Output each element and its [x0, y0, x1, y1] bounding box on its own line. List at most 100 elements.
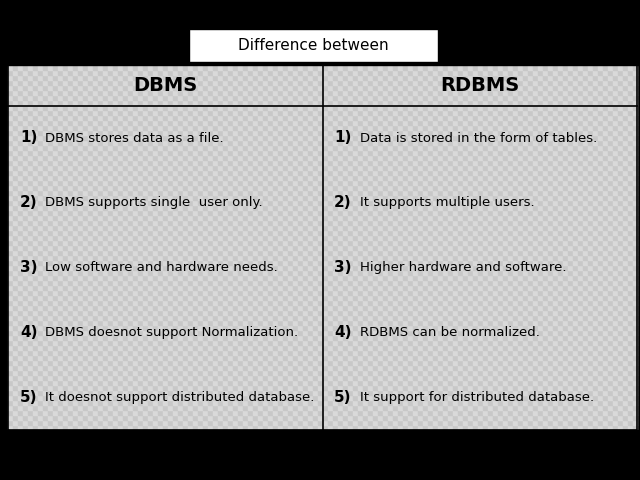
Bar: [74, 159, 78, 165]
Bar: [328, 80, 333, 84]
Bar: [228, 340, 234, 345]
Bar: [263, 399, 268, 405]
Bar: [78, 260, 83, 264]
Bar: [259, 159, 263, 165]
Bar: [353, 264, 358, 270]
Bar: [378, 355, 383, 360]
Bar: [293, 134, 298, 140]
Bar: [124, 225, 128, 229]
Bar: [108, 215, 113, 220]
Bar: [328, 194, 333, 200]
Bar: [183, 285, 188, 289]
Bar: [128, 74, 133, 80]
Bar: [23, 105, 28, 109]
Bar: [453, 155, 458, 159]
Bar: [183, 95, 188, 100]
Bar: [288, 295, 293, 300]
Bar: [158, 240, 163, 245]
Bar: [28, 360, 33, 365]
Bar: [453, 90, 458, 95]
Bar: [488, 215, 493, 220]
Bar: [238, 159, 243, 165]
Bar: [88, 275, 93, 279]
Bar: [278, 125, 284, 130]
Bar: [618, 384, 623, 390]
Bar: [604, 405, 609, 409]
Bar: [323, 285, 328, 289]
Bar: [448, 74, 453, 80]
Bar: [468, 65, 474, 70]
Bar: [563, 370, 568, 374]
Bar: [103, 289, 108, 295]
Bar: [243, 140, 248, 144]
Bar: [438, 109, 444, 115]
Bar: [499, 360, 503, 365]
Bar: [138, 95, 143, 100]
Bar: [138, 225, 143, 229]
Bar: [58, 240, 63, 245]
Bar: [23, 260, 28, 264]
Bar: [394, 74, 398, 80]
Bar: [364, 165, 369, 169]
Bar: [28, 235, 33, 240]
Bar: [433, 194, 438, 200]
Bar: [634, 425, 637, 430]
Bar: [524, 399, 529, 405]
Bar: [158, 310, 163, 314]
Bar: [474, 399, 478, 405]
Bar: [538, 240, 543, 245]
Bar: [243, 264, 248, 270]
Bar: [493, 289, 499, 295]
Bar: [8, 65, 13, 70]
Bar: [398, 320, 403, 324]
Bar: [373, 100, 378, 105]
Bar: [613, 204, 618, 210]
Bar: [284, 370, 288, 374]
Bar: [364, 314, 369, 320]
Bar: [394, 225, 398, 229]
Bar: [383, 310, 388, 314]
Bar: [513, 159, 518, 165]
Bar: [143, 120, 148, 125]
Bar: [453, 134, 458, 140]
Bar: [263, 225, 268, 229]
Bar: [218, 134, 223, 140]
Bar: [314, 330, 318, 335]
Bar: [548, 125, 554, 130]
Bar: [78, 194, 83, 200]
Bar: [378, 150, 383, 155]
Bar: [398, 370, 403, 374]
Bar: [78, 165, 83, 169]
Bar: [474, 370, 478, 374]
Bar: [263, 370, 268, 374]
Bar: [124, 190, 128, 194]
Bar: [398, 260, 403, 264]
Bar: [238, 200, 243, 204]
Bar: [163, 159, 168, 165]
Bar: [543, 245, 548, 250]
Bar: [413, 159, 419, 165]
Bar: [288, 210, 293, 215]
Bar: [499, 175, 503, 180]
Bar: [508, 270, 513, 275]
Bar: [188, 250, 193, 254]
Bar: [598, 74, 604, 80]
Bar: [308, 415, 314, 420]
Bar: [33, 355, 38, 360]
Bar: [339, 360, 343, 365]
Bar: [628, 254, 634, 260]
Bar: [163, 264, 168, 270]
Bar: [373, 335, 378, 340]
Bar: [623, 210, 628, 215]
Bar: [433, 395, 438, 399]
Bar: [543, 425, 548, 430]
Bar: [204, 240, 209, 245]
Bar: [263, 70, 268, 74]
Bar: [124, 324, 128, 330]
Bar: [533, 100, 538, 105]
Bar: [118, 289, 124, 295]
Bar: [234, 180, 238, 185]
Bar: [373, 355, 378, 360]
Bar: [428, 275, 433, 279]
Bar: [284, 210, 288, 215]
